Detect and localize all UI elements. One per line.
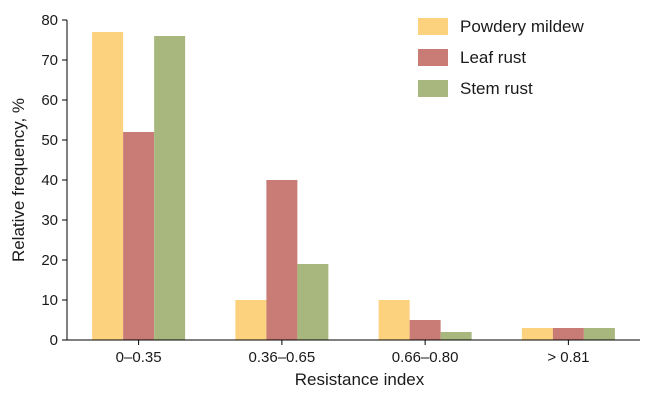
legend-swatch bbox=[418, 18, 448, 35]
y-tick-label: 70 bbox=[41, 52, 58, 69]
legend-label: Leaf rust bbox=[460, 48, 526, 67]
x-tick-label: 0–0.35 bbox=[116, 349, 162, 366]
x-axis-title: Resistance index bbox=[295, 370, 425, 389]
x-tick-label: 0.66–0.80 bbox=[392, 349, 459, 366]
bar-stem-rust bbox=[583, 328, 615, 340]
y-tick-label: 0 bbox=[50, 332, 58, 349]
y-tick-label: 80 bbox=[41, 12, 58, 29]
y-axis: 0 10 20 30 40 50 60 70 80 bbox=[41, 12, 68, 349]
bars-group bbox=[92, 32, 615, 340]
y-tick-label: 50 bbox=[41, 132, 58, 149]
x-axis: 0–0.35 0.36–0.65 0.66–0.80 > 0.81 bbox=[67, 339, 640, 366]
bar-leaf-rust bbox=[123, 132, 155, 340]
y-tick-label: 10 bbox=[41, 292, 58, 309]
y-tick-label: 60 bbox=[41, 92, 58, 109]
y-axis-title: Relative frequency, % bbox=[9, 98, 28, 262]
y-tick-label: 30 bbox=[41, 212, 58, 229]
bar-stem-rust bbox=[440, 332, 472, 340]
legend-swatch bbox=[418, 49, 448, 66]
bar-leaf-rust bbox=[409, 320, 441, 340]
y-tick-label: 20 bbox=[41, 252, 58, 269]
bar-powdery-mildew bbox=[235, 300, 267, 340]
legend: Powdery mildew Leaf rust Stem rust bbox=[418, 17, 584, 98]
x-tick-label: > 0.81 bbox=[547, 349, 589, 366]
y-tick-label: 40 bbox=[41, 172, 58, 189]
bar-powdery-mildew bbox=[92, 32, 124, 340]
bar-powdery-mildew bbox=[521, 328, 553, 340]
bar-leaf-rust bbox=[266, 180, 298, 340]
x-tick-label: 0.36–0.65 bbox=[249, 349, 316, 366]
bar-stem-rust bbox=[297, 264, 329, 340]
legend-swatch bbox=[418, 80, 448, 97]
legend-label: Powdery mildew bbox=[460, 17, 584, 36]
bar-stem-rust bbox=[154, 36, 186, 340]
bar-powdery-mildew bbox=[378, 300, 410, 340]
legend-label: Stem rust bbox=[460, 79, 533, 98]
bar-leaf-rust bbox=[552, 328, 584, 340]
